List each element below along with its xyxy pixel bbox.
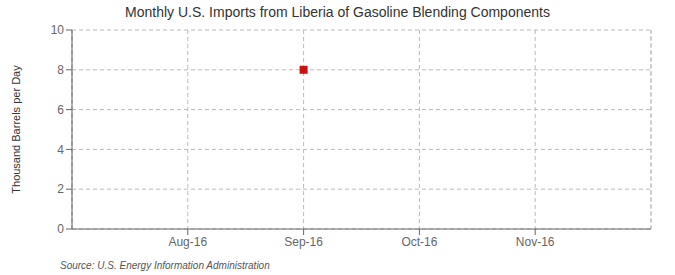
svg-text:4: 4 xyxy=(57,143,64,157)
svg-text:Oct-16: Oct-16 xyxy=(401,235,437,249)
svg-text:Sep-16: Sep-16 xyxy=(284,235,323,249)
svg-text:6: 6 xyxy=(57,103,64,117)
html-text:Monthly U.S. Imports from Libe: Monthly U.S. Imports from Liberia of Gas… xyxy=(125,4,550,20)
svg-text:10: 10 xyxy=(51,24,65,37)
svg-text:0: 0 xyxy=(57,222,64,236)
svg-text:Aug-16: Aug-16 xyxy=(168,235,207,249)
svg-text:8: 8 xyxy=(57,63,64,77)
html-text:Source: U.S. Energy Informatio: Source: U.S. Energy Information Administ… xyxy=(60,260,270,271)
svg-text:Thousand Barrels per Day: Thousand Barrels per Day xyxy=(10,65,22,194)
svg-text:Nov-16: Nov-16 xyxy=(516,235,555,249)
svg-text:2: 2 xyxy=(57,182,64,196)
